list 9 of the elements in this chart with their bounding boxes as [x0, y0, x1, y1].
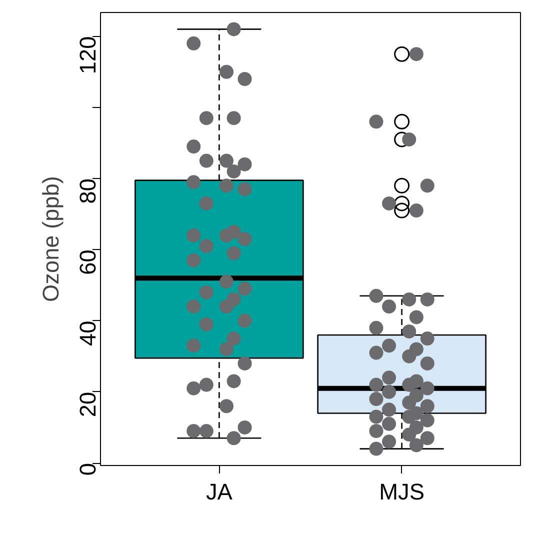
y-axis-title: Ozone (ppb) — [38, 176, 64, 302]
y-tick-label: 0 — [74, 463, 100, 476]
y-tick-label: 80 — [74, 178, 100, 204]
x-tick-label: MJS — [379, 478, 424, 504]
y-tick-label: 60 — [74, 250, 100, 275]
y-tick-label: 40 — [74, 320, 100, 346]
y-tick-label: 120 — [74, 36, 100, 74]
x-tick-label: JA — [206, 478, 234, 504]
y-tick-label: 20 — [74, 392, 100, 418]
